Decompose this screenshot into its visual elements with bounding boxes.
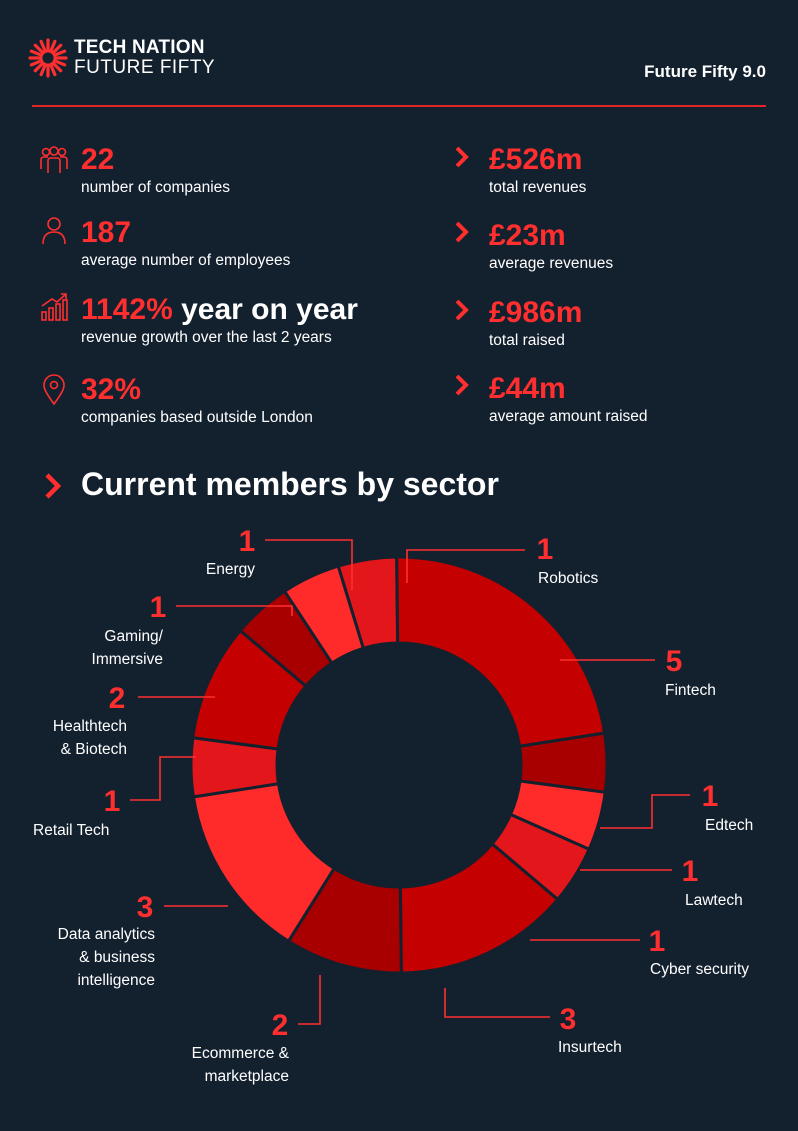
stat-total-raised: £986m total raised	[489, 298, 769, 350]
leader-line	[444, 988, 550, 1018]
stat-label: average amount raised	[489, 408, 648, 425]
slice-category-label: Cyber security	[650, 961, 749, 978]
stat-total-revenues: £526m total revenues	[489, 145, 769, 197]
logo: TECH NATION FUTURE FIFTY	[28, 38, 215, 78]
stat-value: £23m	[489, 219, 566, 252]
stat-growth: 1142% year on year revenue growth over t…	[81, 295, 421, 347]
slice-category-label: Healthtech & Biotech	[53, 718, 127, 758]
slice-category-label: Gaming/Immersive	[92, 628, 164, 668]
chevron-right-icon	[45, 473, 62, 499]
slice-value-label: 3	[560, 1003, 577, 1036]
slice-category-label: Robotics	[538, 570, 599, 587]
leader-line	[265, 539, 353, 590]
stat-value: 22	[81, 143, 115, 176]
leader-line	[600, 794, 690, 829]
slice-value-label: 1	[702, 780, 719, 813]
slice-category-label: Lawtech	[685, 892, 743, 909]
stat-value: 187	[81, 216, 132, 249]
slice-category-label: Data analytics & business intelligence	[58, 926, 156, 989]
growth-chart-icon	[41, 293, 68, 321]
slice-category-label: Retail Tech	[33, 822, 109, 839]
logo-line1: TECH NATION	[74, 37, 205, 58]
section-title: Current members by sector	[81, 466, 499, 502]
slice-value-label: 2	[109, 682, 126, 715]
logo-line2: FUTURE FIFTY	[74, 57, 216, 78]
slice-value-label: 1	[537, 533, 554, 566]
leader-line	[406, 549, 525, 583]
stat-outside-london: 32% companies based outside London	[81, 375, 441, 427]
donut-slice-energy	[282, 564, 366, 666]
chevron-right-icon	[455, 146, 469, 168]
stat-value: 32%	[81, 373, 142, 406]
stat-label: average revenues	[489, 255, 614, 272]
slice-category-label: Edtech	[705, 817, 753, 834]
stat-value: 1142%	[81, 293, 173, 326]
stat-label: total revenues	[489, 179, 587, 196]
stat-label: number of companies	[81, 179, 231, 196]
chevron-right-icon	[455, 374, 469, 396]
people-icon	[40, 146, 68, 173]
slice-value-label: 1	[104, 785, 121, 818]
slice-category-label: Energy	[206, 561, 255, 578]
stat-employees: 187 average number of employees	[81, 218, 441, 270]
slice-value-label: 5	[666, 645, 683, 678]
stat-label: companies based outside London	[81, 409, 313, 426]
tech-nation-starburst-icon	[28, 38, 68, 78]
header-divider	[32, 105, 766, 107]
slice-value-label: 1	[649, 925, 666, 958]
leader-line	[176, 605, 293, 616]
stat-value: £526m	[489, 143, 583, 176]
stat-label: revenue growth over the last 2 years	[81, 329, 332, 346]
donut-slice-fintech	[395, 555, 607, 749]
stat-value: £986m	[489, 296, 583, 329]
stat-label: total raised	[489, 332, 565, 349]
slice-category-label: Ecommerce & marketplace	[192, 1045, 290, 1085]
slice-value-label: 2	[272, 1009, 289, 1042]
stat-label: average number of employees	[81, 252, 291, 269]
stat-average-revenues: £23m average revenues	[489, 221, 769, 273]
stat-value: £44m	[489, 372, 566, 405]
chevron-right-icon	[455, 221, 469, 243]
slice-category-label: Fintech	[665, 682, 716, 699]
slice-value-label: 1	[150, 591, 167, 624]
edition-label: Future Fifty 9.0	[644, 62, 766, 81]
person-icon	[42, 217, 66, 245]
stat-companies: 22 number of companies	[81, 145, 441, 197]
chevron-right-icon	[455, 299, 469, 321]
slice-value-label: 1	[239, 525, 256, 558]
leader-line	[298, 975, 321, 1025]
location-pin-icon	[43, 374, 65, 406]
slice-value-label: 1	[682, 855, 699, 888]
leader-line	[130, 756, 196, 801]
stat-value-suffix: year on year	[181, 293, 358, 326]
slice-value-label: 3	[137, 891, 154, 924]
slice-category-label: Insurtech	[558, 1039, 622, 1056]
stat-average-raised: £44m average amount raised	[489, 374, 769, 426]
